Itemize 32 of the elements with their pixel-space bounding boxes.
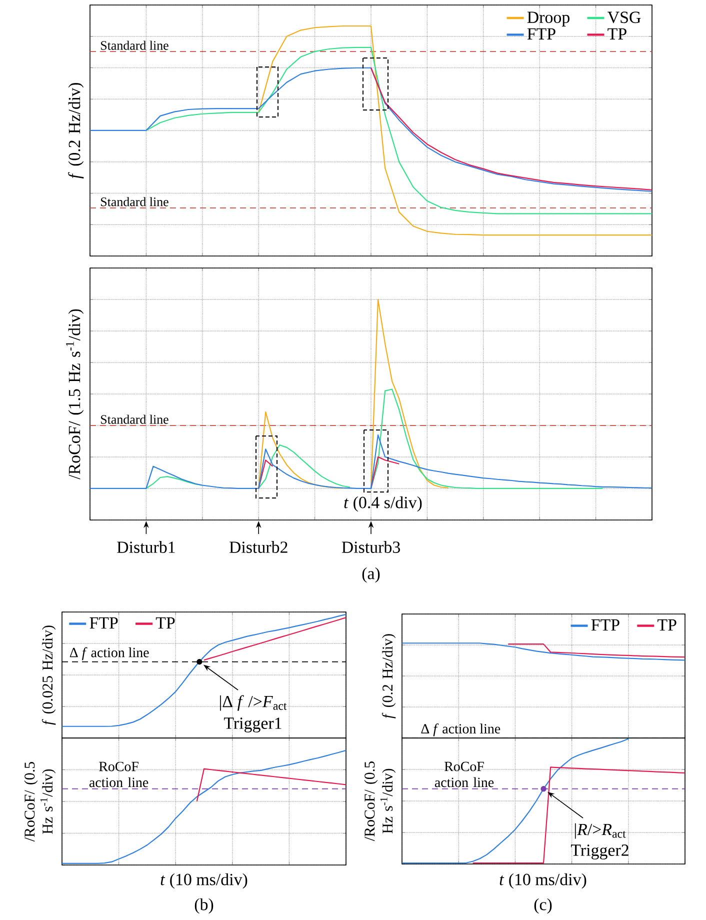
y-axis-title: /RoCoF/ (1.5 Hz s$^{-1}$/div) [66, 309, 84, 480]
y-axis-title: f (0.2 Hz/div) [382, 634, 396, 718]
legend-label: TP [608, 28, 626, 40]
annotation: |R/>R$_{act}$ [574, 823, 626, 839]
annotation: Trigger2 [570, 844, 628, 860]
legend-label: TP [658, 619, 676, 631]
text: Disturb3 [342, 541, 400, 553]
x-axis-title: t (0.4 s/div) [344, 496, 422, 512]
ref-line-label: RoCoF action line [89, 762, 148, 788]
text: (b) [194, 898, 214, 914]
x-axis-title: t (10 ms/div) [500, 873, 586, 889]
ref-line-label: Standard line [100, 40, 168, 50]
text: Disturb1 [117, 541, 175, 553]
ref-line-label: RoCoF action line [434, 762, 494, 788]
legend-label: FTP [90, 617, 118, 629]
ref-line-label: Δ f action line [421, 724, 500, 736]
y-axis-title: f (0.2 Hz/div) [68, 82, 84, 179]
x-axis-title: t (10 ms/div) [160, 873, 248, 889]
text: Disturb2 [229, 541, 288, 553]
ref-line-label: Standard line [100, 197, 168, 206]
text: (c) [534, 898, 552, 914]
legend-label: TP [156, 617, 175, 629]
text: (a) [362, 567, 380, 583]
y-axis-title: f (0.025 Hz/div) [42, 626, 56, 725]
legend-label: FTP [591, 619, 620, 631]
annotation: Trigger1 [224, 718, 282, 732]
ref-line-label: Standard line [100, 414, 168, 424]
legend-label: Droop [527, 12, 570, 26]
legend-label: FTP [527, 28, 556, 40]
ref-line-label: Δ f action line [70, 647, 149, 660]
annotation: |Δ f />F$_{act}$ [220, 695, 287, 711]
legend-label: VSG [608, 12, 641, 24]
